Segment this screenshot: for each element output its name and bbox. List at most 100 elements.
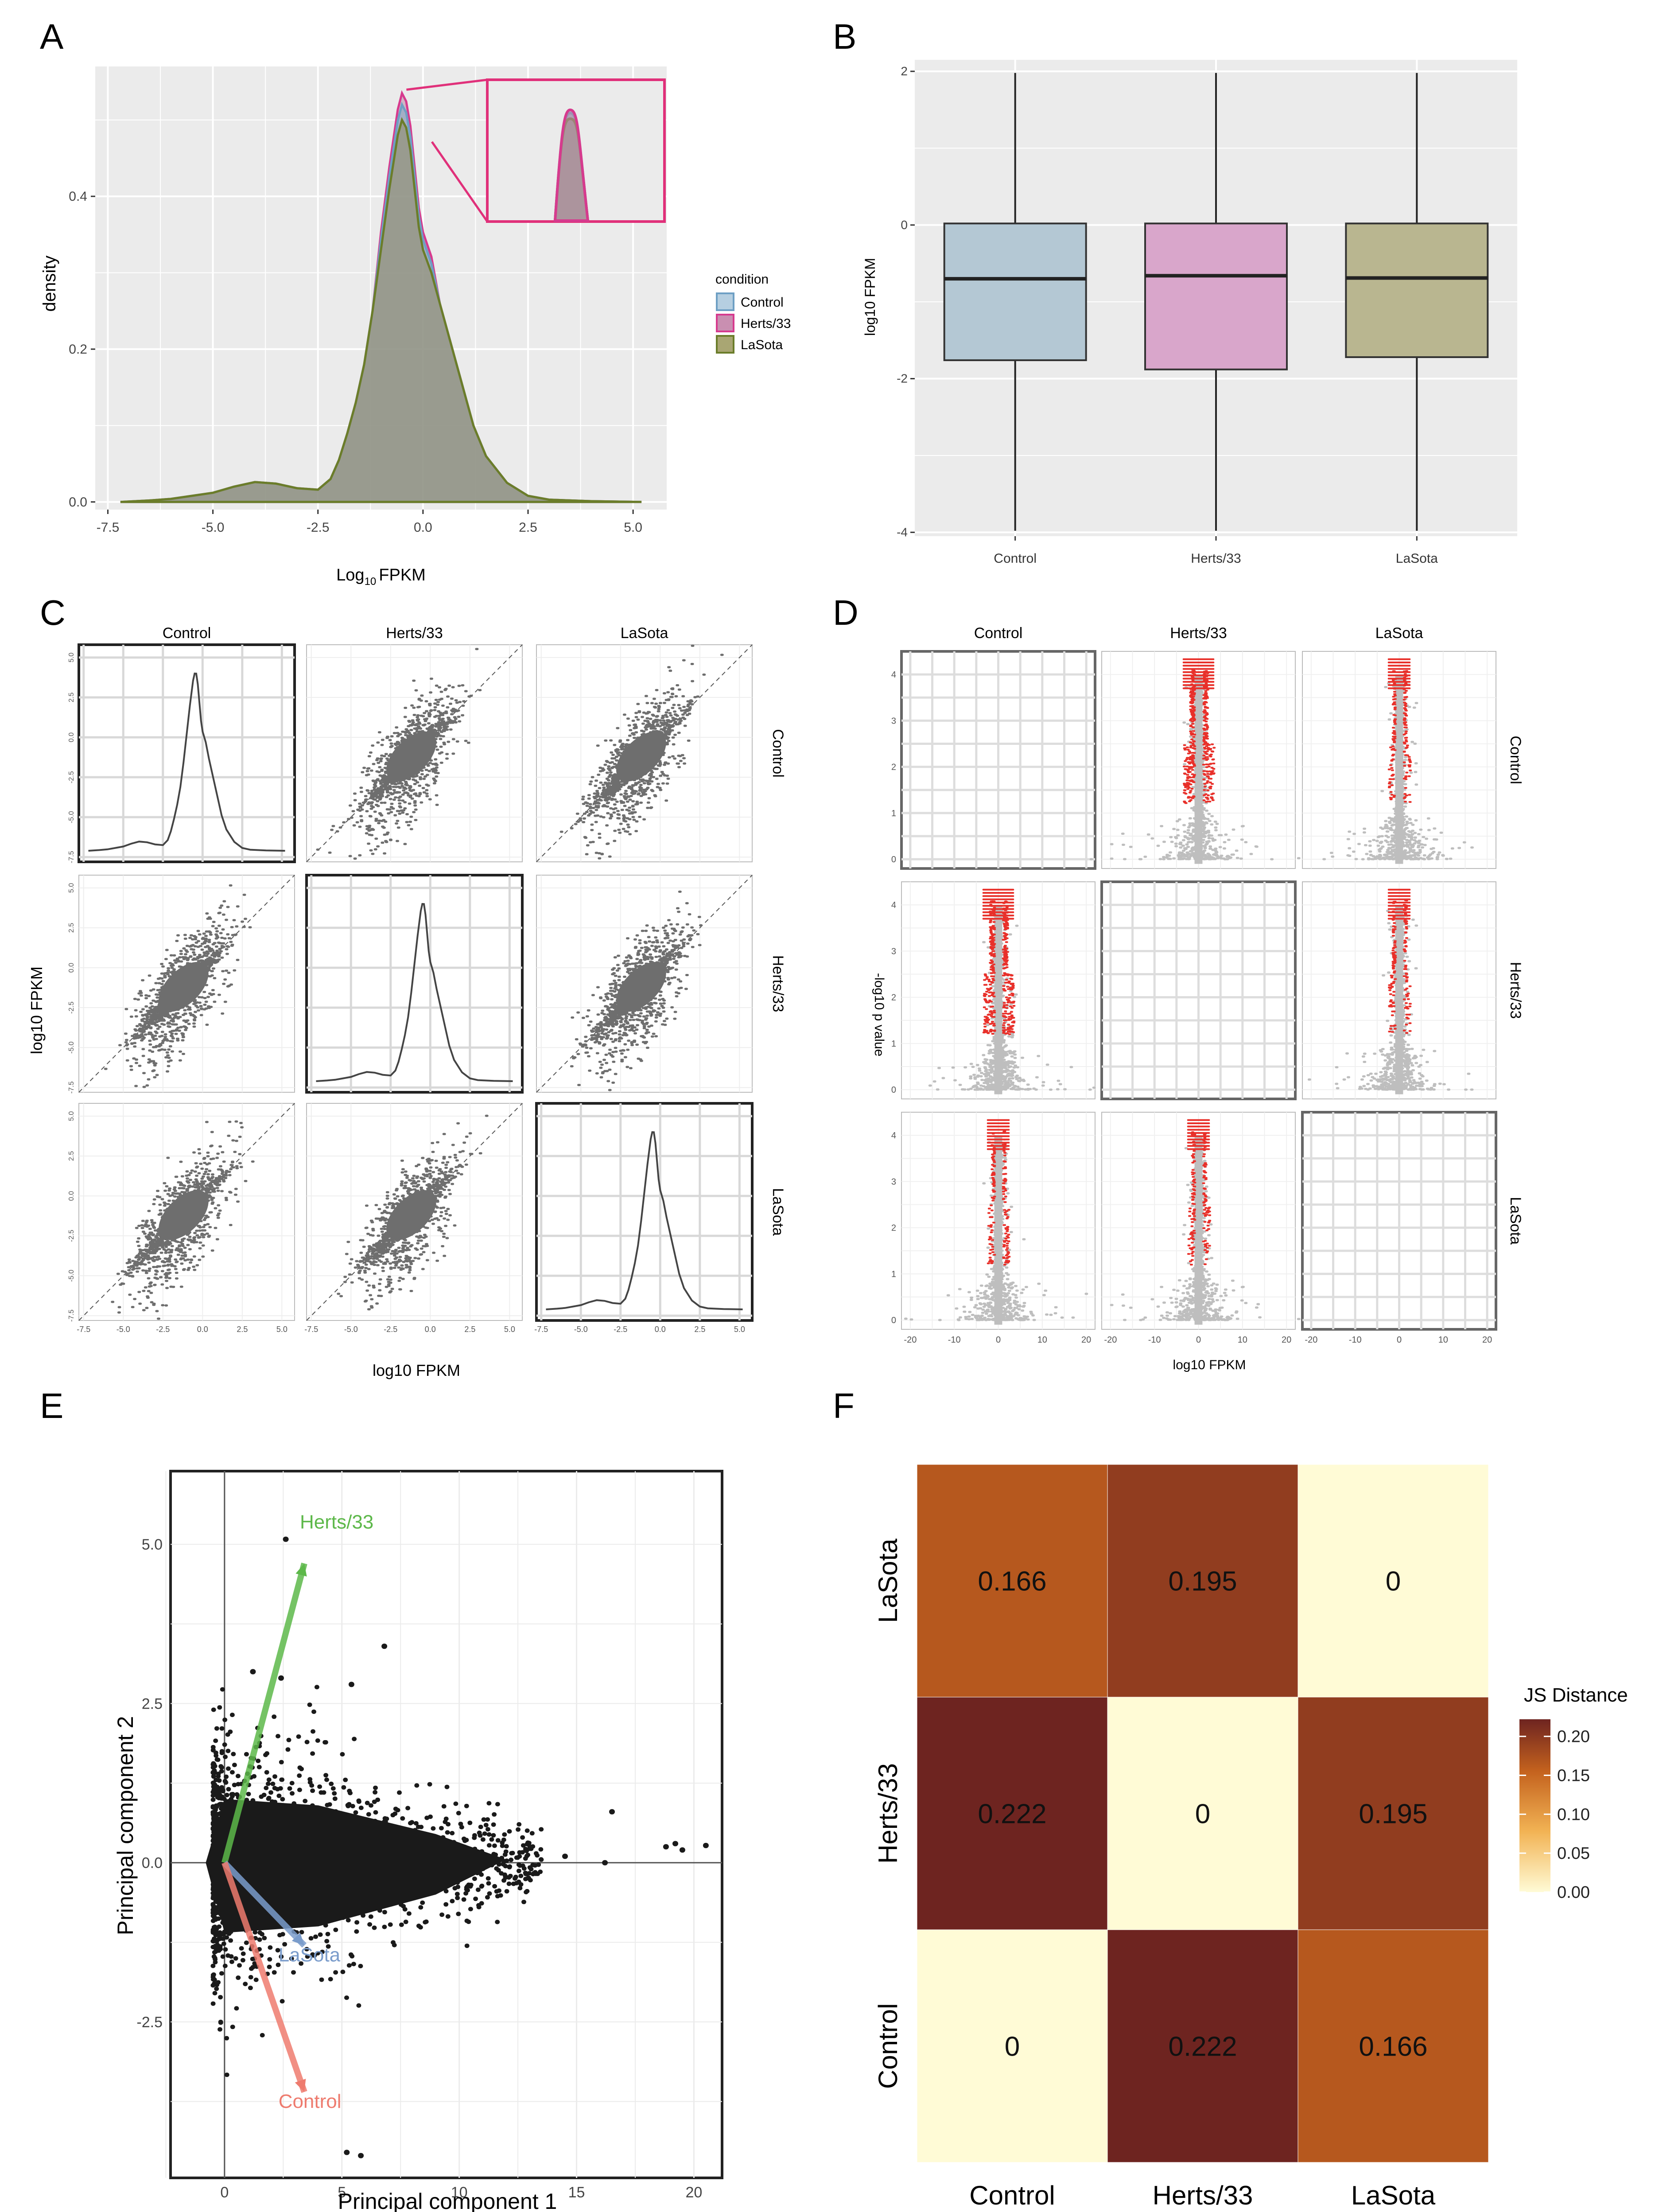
- y-tick-label: 0.0: [69, 495, 87, 510]
- panel-label-a: A: [40, 17, 64, 56]
- y-tick-label: 2.5: [68, 1151, 75, 1161]
- x-tick-label: -2.5: [307, 520, 330, 535]
- volcano-sig-points: [982, 888, 1016, 1035]
- y-tick-label: 3: [891, 946, 896, 956]
- volcano-sig-points: [1182, 658, 1216, 804]
- x-tick-label: 10: [1438, 1335, 1448, 1345]
- volcano-core: [1395, 905, 1403, 1094]
- heatmap-y-label: Herts/33: [873, 1763, 903, 1864]
- box-control: [943, 222, 1087, 361]
- loading-arrowhead: [291, 1933, 304, 1946]
- x-tick-label: 20: [1081, 1335, 1091, 1345]
- x-tick-label: -7.5: [534, 1325, 548, 1334]
- loading-label: LaSota: [279, 1944, 341, 1966]
- pca-ylabel: Principal component 2: [113, 1716, 138, 1936]
- box-herts33: [1144, 222, 1288, 370]
- js-distance-heatmap: 0.166 0.195 0 0.222 0 0.195 0 0.222 0.166 Control…: [873, 1464, 1628, 2210]
- x-tick-label: -2.5: [614, 1325, 627, 1334]
- row-header: LaSota: [1507, 1197, 1524, 1245]
- x-tick-label: 10: [451, 2184, 468, 2201]
- heatmap-cell: [1298, 1929, 1489, 2163]
- y-tick-label: -7.5: [68, 1309, 75, 1322]
- y-tick-label: -5.0: [68, 811, 75, 823]
- legend-label-lasota: LaSota: [741, 338, 783, 352]
- heatmap-cell: [917, 1697, 1108, 1930]
- volcano-sig-points: [1387, 888, 1412, 1034]
- x-tick-label: -10: [1148, 1335, 1161, 1345]
- volcano-sig-points: [1187, 1119, 1212, 1266]
- loading-label: Control: [279, 2091, 342, 2112]
- x-tick-label: 0: [996, 1335, 1001, 1345]
- column-header: Herts/33: [386, 625, 443, 642]
- x-tick-label: -10: [1349, 1335, 1362, 1345]
- density-curve-lasota: [120, 117, 642, 503]
- density-line: [88, 672, 285, 852]
- y-tick-label: 1: [891, 1039, 896, 1049]
- scatter-matrix-ylabel: log10 FPKM: [27, 966, 46, 1054]
- x-tick-label: 0.0: [197, 1325, 208, 1334]
- heatmap-cell: [1298, 1464, 1489, 1698]
- column-header: Control: [163, 625, 211, 642]
- y-tick-label: -5.0: [68, 1041, 75, 1054]
- row-header: Herts/33: [769, 955, 786, 1013]
- x-tick-label: -20: [1305, 1335, 1317, 1345]
- heatmap-cell: [1107, 1464, 1298, 1698]
- y-tick-label: -2.5: [68, 771, 75, 783]
- pca-points: [210, 1685, 544, 2077]
- x-tick-label: 2.5: [694, 1325, 705, 1334]
- panel-label-e: E: [40, 1386, 63, 1425]
- y-tick-label: 2: [901, 64, 908, 78]
- y-tick-label: 4: [891, 900, 896, 910]
- colorbar-tick-label: 0.00: [1557, 1883, 1590, 1902]
- pca-xlabel: Principal component 1: [338, 2189, 557, 2212]
- y-tick-label: 0: [891, 855, 896, 865]
- x-tick-label: 5: [338, 2184, 346, 2201]
- x-tick-label: LaSota: [1396, 551, 1438, 566]
- heatmap-cell-value: 0.222: [978, 1799, 1046, 1830]
- panel-label-c: C: [40, 593, 66, 632]
- column-header: LaSota: [1375, 625, 1423, 642]
- x-tick-label: 20: [1282, 1335, 1291, 1345]
- volcano-core: [1395, 674, 1403, 864]
- heatmap-cell-value: 0: [1386, 1566, 1401, 1597]
- heatmap-legend-title: JS Distance: [1524, 1684, 1628, 1706]
- x-tick-label: Herts/33: [1191, 551, 1241, 566]
- y-tick-label: 2.5: [68, 923, 75, 933]
- y-tick-label: 3: [891, 1177, 896, 1187]
- loading-vector-herts33: [221, 1562, 307, 1864]
- row-header: Herts/33: [1507, 962, 1524, 1019]
- boxplot-chart: -4 -2 0 2 Control Herts/33 LaSota log10 FPKM: [862, 60, 1517, 566]
- scatter-core: [616, 731, 666, 782]
- x-tick-label: 5.0: [624, 520, 642, 535]
- scatter-core: [159, 962, 209, 1012]
- y-tick-label: -2.5: [68, 1001, 75, 1014]
- density-legend: condition Control Herts/33 LaSota: [715, 272, 791, 354]
- x-tick-label: -7.5: [77, 1325, 90, 1334]
- x-tick-label: 5.0: [276, 1325, 287, 1334]
- heatmap-cell: [1107, 1697, 1298, 1930]
- column-header: LaSota: [621, 625, 668, 642]
- loading-arrowhead: [295, 1563, 307, 1577]
- y-tick-label: 0.2: [69, 342, 87, 357]
- x-tick-label: -5.0: [202, 520, 225, 535]
- inset-connector-top: [406, 78, 488, 91]
- heatmap-cell-value: 0.166: [978, 1566, 1046, 1597]
- y-tick-label: 5.0: [68, 1111, 75, 1121]
- density-xlabel: Log10 FPKM: [336, 566, 426, 588]
- x-tick-label: -2.5: [156, 1325, 170, 1334]
- loading-label: Herts/33: [300, 1511, 373, 1533]
- x-tick-label: 2.5: [519, 520, 537, 535]
- legend-key-herts: [716, 314, 734, 332]
- scatter-core: [616, 962, 666, 1012]
- x-tick-label: 0: [220, 2184, 229, 2201]
- heatmap-cell: [1298, 1697, 1489, 1930]
- y-tick-label: -4: [897, 525, 908, 539]
- y-tick-label: 2: [891, 993, 896, 1003]
- y-tick-label: 1: [891, 809, 896, 818]
- colorbar-tick-label: 0.15: [1557, 1766, 1590, 1785]
- scatter-matrix: Control Herts/33 LaSota Control Herts/33 LaSo…: [27, 625, 786, 1379]
- x-tick-label: -7.5: [97, 520, 120, 535]
- heatmap-cell-value: 0.195: [1168, 1566, 1237, 1597]
- legend-label-herts: Herts/33: [741, 316, 791, 331]
- y-tick-label: 5.0: [68, 653, 75, 662]
